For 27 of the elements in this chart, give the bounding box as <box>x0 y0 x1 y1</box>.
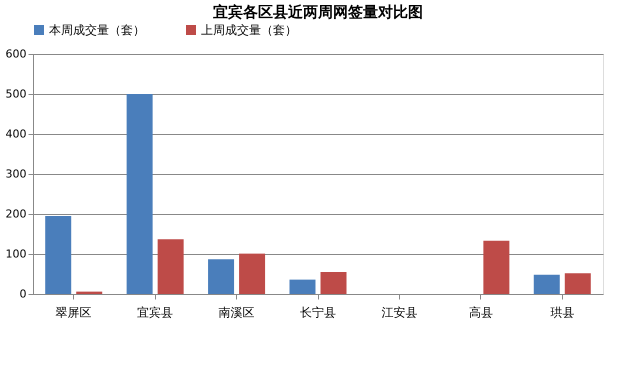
legend-label: 上周成交量（套） <box>201 23 297 37</box>
bar <box>320 272 347 294</box>
bar <box>564 273 591 294</box>
x-tick-label: 高县 <box>468 306 493 320</box>
y-tick-label: 200 <box>6 208 26 220</box>
y-tick-label: 300 <box>6 168 26 180</box>
bar <box>208 259 234 294</box>
bar <box>534 274 560 294</box>
y-tick-label: 0 <box>20 288 26 300</box>
y-tick-label: 600 <box>6 48 26 60</box>
x-tick-label: 长宁县 <box>300 306 336 320</box>
y-tick-label: 100 <box>6 248 26 260</box>
chart-title: 宜宾各区县近两周网签量对比图 <box>213 3 423 21</box>
x-tick-label: 宜宾县 <box>137 306 174 320</box>
y-tick-label: 500 <box>6 88 26 100</box>
bar <box>289 280 316 294</box>
x-tick-label: 南溪区 <box>218 306 255 320</box>
bar <box>45 216 72 294</box>
bar <box>158 239 184 294</box>
legend-label: 本周成交量（套） <box>49 23 145 37</box>
x-tick-label: 翠屏区 <box>56 306 92 320</box>
bar <box>126 94 153 294</box>
y-tick-label: 400 <box>6 128 26 140</box>
bar <box>483 240 510 294</box>
x-tick-label: 江安县 <box>381 306 418 320</box>
bar <box>239 254 266 294</box>
x-tick-label: 珙县 <box>550 306 574 320</box>
